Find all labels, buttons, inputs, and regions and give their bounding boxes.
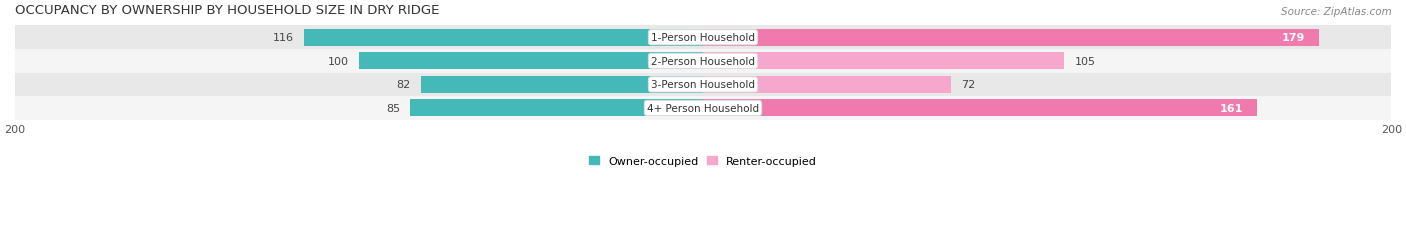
Text: Source: ZipAtlas.com: Source: ZipAtlas.com <box>1281 7 1392 17</box>
Bar <box>703 76 950 94</box>
Text: 4+ Person Household: 4+ Person Household <box>647 103 759 113</box>
Bar <box>703 30 1319 46</box>
Text: 1-Person Household: 1-Person Household <box>651 33 755 43</box>
Text: 116: 116 <box>273 33 294 43</box>
Bar <box>14 26 1392 50</box>
Text: 100: 100 <box>328 57 349 67</box>
Bar <box>411 100 703 117</box>
Bar <box>14 73 1392 97</box>
Text: 2-Person Household: 2-Person Household <box>651 57 755 67</box>
Bar <box>359 53 703 70</box>
Text: 72: 72 <box>962 80 976 90</box>
Text: OCCUPANCY BY OWNERSHIP BY HOUSEHOLD SIZE IN DRY RIDGE: OCCUPANCY BY OWNERSHIP BY HOUSEHOLD SIZE… <box>14 4 439 17</box>
Legend: Owner-occupied, Renter-occupied: Owner-occupied, Renter-occupied <box>589 156 817 166</box>
Bar <box>703 100 1257 117</box>
Text: 82: 82 <box>396 80 411 90</box>
Text: 85: 85 <box>387 103 401 113</box>
Bar <box>14 50 1392 73</box>
Text: 3-Person Household: 3-Person Household <box>651 80 755 90</box>
Text: 161: 161 <box>1220 103 1243 113</box>
Bar <box>703 53 1064 70</box>
Text: 105: 105 <box>1074 57 1095 67</box>
Bar <box>14 97 1392 120</box>
Bar <box>420 76 703 94</box>
Bar <box>304 30 703 46</box>
Text: 179: 179 <box>1282 33 1305 43</box>
